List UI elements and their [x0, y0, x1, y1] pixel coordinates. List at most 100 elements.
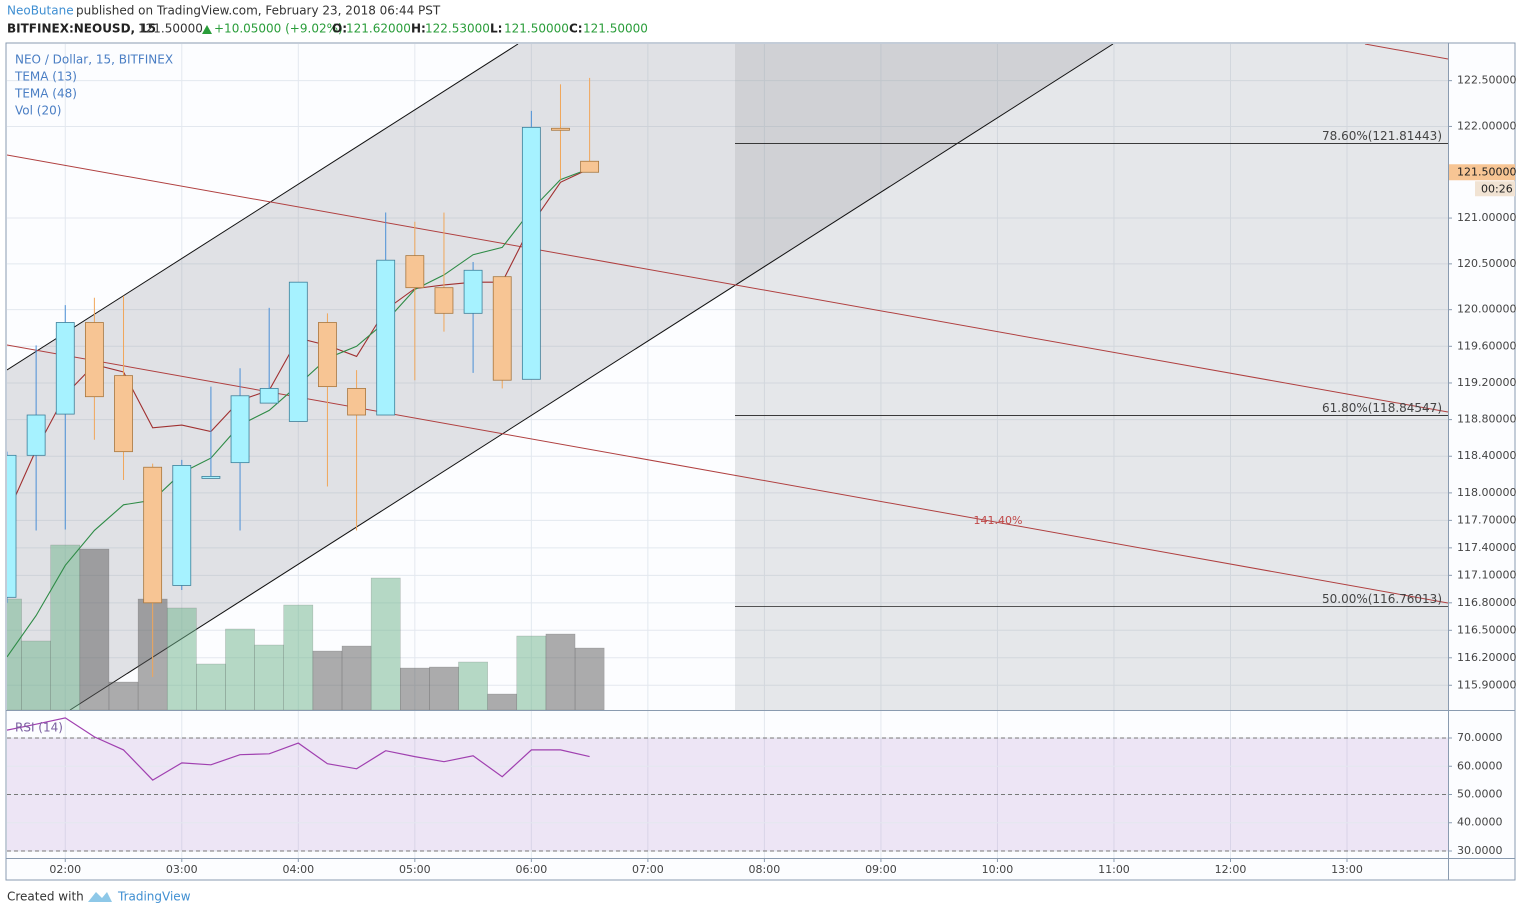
x-tick-label: 11:00	[1098, 863, 1130, 876]
x-tick-label: 10:00	[982, 863, 1014, 876]
candle-body	[376, 259, 396, 416]
rsi-line	[7, 717, 590, 781]
ohlc-value: 122.53000	[425, 22, 490, 36]
channel-upper	[7, 44, 519, 371]
rsi-label: RSI (14)	[15, 721, 63, 735]
up-arrow	[202, 25, 212, 34]
y-tick-label: 121.00000	[1457, 211, 1517, 224]
candle-body	[405, 255, 425, 289]
volume-bar	[370, 577, 401, 710]
price-marker-label: 121.50000	[1457, 165, 1517, 178]
y-tick-label: 122.00000	[1457, 119, 1517, 132]
volume-bar	[545, 633, 576, 710]
x-tick-label: 03:00	[166, 863, 198, 876]
logo	[88, 892, 112, 902]
x-tick-label: 06:00	[516, 863, 548, 876]
candle-body	[318, 322, 337, 388]
last-price: 121.50000	[138, 22, 203, 36]
volume-bar	[108, 681, 139, 710]
y-tick-label: 117.40000	[1457, 541, 1517, 554]
channel-lower	[69, 44, 1114, 710]
y-tick-label: 119.60000	[1457, 339, 1517, 352]
channel-fill	[7, 44, 1113, 710]
volume-bar	[429, 666, 459, 710]
y-tick-label: 60.0000	[1457, 759, 1503, 772]
volume-bar	[50, 544, 81, 710]
trend-line	[7, 344, 1448, 604]
volume-bar	[79, 548, 110, 710]
volume-bar	[312, 650, 343, 710]
x-tick-label: 13:00	[1331, 863, 1363, 876]
y-tick-label: 120.50000	[1457, 257, 1517, 270]
volume-bar	[225, 628, 255, 710]
legend-entry: TEMA (13)	[14, 70, 77, 84]
legend-title: NEO / Dollar, 15, BITFINEX	[15, 53, 173, 67]
ohlc-label: O:	[332, 22, 347, 36]
candle-body	[84, 322, 104, 398]
y-tick-label: 30.0000	[1457, 844, 1503, 857]
ohlc-label: L:	[490, 22, 502, 36]
rsi-pane: 70.0000 60.0000 50.0000 40.0000 30.0000	[7, 717, 1503, 857]
fib-area	[735, 44, 1448, 710]
drawings: 141.40%	[7, 44, 1448, 710]
chart-frame	[5, 42, 1516, 881]
trend-line	[7, 154, 1448, 413]
y-tick-label: 118.80000	[1457, 413, 1517, 426]
x-tick-label: 09:00	[865, 863, 897, 876]
countdown: 00:26	[1481, 182, 1513, 195]
axes: 02:00 03:00 04:00 05:00 06:00 07:00 08:00 09:00…	[49, 74, 1516, 876]
candle-body	[201, 475, 221, 479]
y-tick-label: 70.0000	[1457, 731, 1503, 744]
volume-bar	[341, 645, 372, 710]
change: +10.05000 (+9.02%)	[214, 22, 343, 36]
y-tick-label: 116.80000	[1457, 596, 1517, 609]
countdown-box	[1475, 181, 1515, 197]
y-tick-label: 119.20000	[1457, 376, 1517, 389]
author[interactable]: NeoButane	[7, 4, 74, 18]
volume-bar	[166, 607, 197, 710]
symbol: BITFINEX:NEOUSD, 15	[7, 22, 156, 36]
volume	[7, 544, 605, 710]
candle-body	[288, 281, 308, 422]
y-tick-label: 120.00000	[1457, 303, 1517, 316]
x-tick-label: 05:00	[399, 863, 431, 876]
candle-body	[492, 276, 512, 381]
candle-body	[580, 160, 600, 173]
y-tick-label: 118.00000	[1457, 486, 1517, 499]
legend-entry: TEMA (48)	[14, 87, 77, 101]
published: published on TradingView.com, February 2…	[76, 4, 441, 18]
volume-bar	[254, 644, 284, 710]
candle-body	[26, 414, 46, 456]
y-tick-label: 40.0000	[1457, 816, 1503, 829]
footer-brand[interactable]: TradingView	[117, 890, 191, 904]
x-tick-label: 07:00	[632, 863, 664, 876]
y-tick-label: 116.50000	[1457, 623, 1517, 636]
ohlc-label: H:	[411, 22, 426, 36]
volume-bar	[458, 661, 488, 710]
trend-line	[1364, 44, 1448, 60]
volume-bar	[21, 640, 51, 710]
ohlc: O: 121.62000 H: 122.53000 L: 121.50000 C: 121.5…	[332, 22, 648, 36]
volume-bar	[400, 667, 430, 710]
candle-body	[463, 269, 483, 314]
ohlc-value: 121.50000	[504, 22, 569, 36]
candle-body	[7, 454, 17, 598]
y-tick-label: 122.50000	[1457, 74, 1517, 87]
fib: 78.60%(121.81443) 61.80%(118.84547) 50.00%…	[735, 129, 1448, 607]
volume-bar	[487, 693, 518, 710]
ohlc-label: C:	[569, 22, 583, 36]
y-tick-label: 50.0000	[1457, 787, 1503, 800]
volume-bar	[574, 647, 605, 710]
candle-body	[55, 322, 75, 415]
x-tick-label: 12:00	[1215, 863, 1247, 876]
y-tick-label: 117.70000	[1457, 513, 1517, 526]
candle-body	[521, 126, 541, 380]
candle-body	[551, 127, 570, 131]
x-tick-label: 04:00	[282, 863, 314, 876]
x-tick-label: 08:00	[749, 863, 781, 876]
fib-label: 61.80%(118.84547)	[1322, 401, 1442, 415]
y-tick-label: 116.20000	[1457, 651, 1517, 664]
fib-label: 50.00%(116.76013)	[1322, 592, 1442, 606]
